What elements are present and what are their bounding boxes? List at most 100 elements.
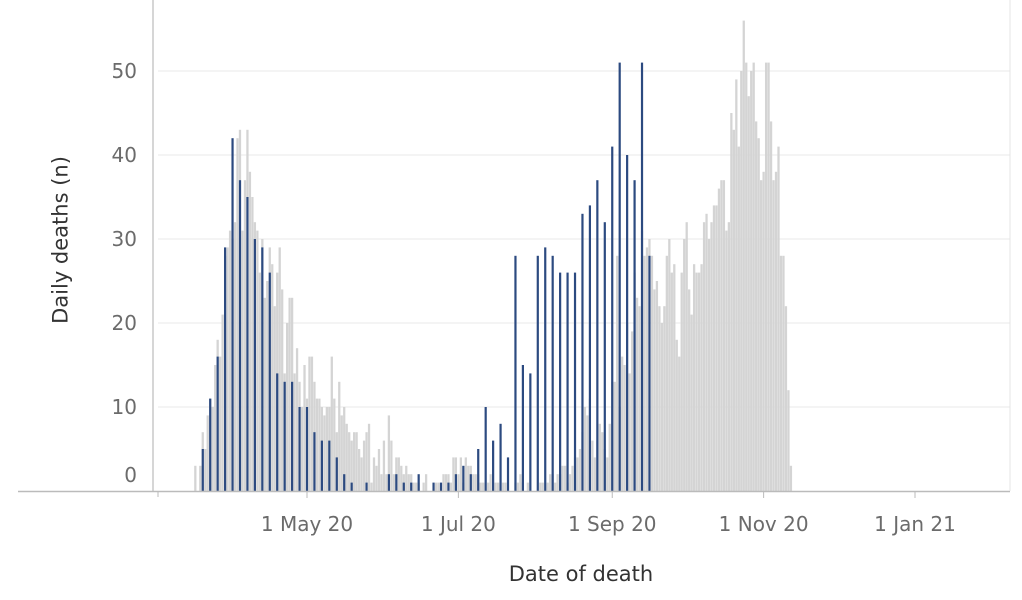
weekly-marker-bar bbox=[588, 205, 592, 491]
daily-bar bbox=[752, 62, 755, 491]
weekly-marker-bar bbox=[521, 365, 524, 491]
weekly-marker-bar bbox=[626, 155, 629, 491]
weekly-marker-bar bbox=[276, 373, 279, 491]
daily-bar bbox=[472, 474, 475, 491]
daily-bar bbox=[653, 289, 656, 491]
daily-bar bbox=[591, 440, 594, 491]
daily-bar bbox=[750, 71, 753, 491]
daily-bar bbox=[526, 482, 529, 491]
daily-bar bbox=[407, 474, 410, 491]
daily-bar bbox=[362, 440, 366, 491]
daily-bar bbox=[568, 474, 572, 491]
weekly-marker-bar bbox=[603, 222, 606, 491]
weekly-marker-bar bbox=[447, 482, 450, 491]
daily-bar bbox=[464, 457, 467, 491]
daily-bar bbox=[248, 171, 252, 492]
daily-bar bbox=[593, 457, 597, 491]
daily-bar bbox=[774, 171, 778, 492]
daily-bar bbox=[288, 297, 291, 491]
daily-bar bbox=[730, 113, 733, 491]
weekly-marker-bar bbox=[566, 272, 569, 491]
weekly-marker-bar bbox=[618, 62, 621, 491]
daily-bar bbox=[355, 432, 358, 491]
y-tick-label: 20 bbox=[112, 311, 137, 335]
daily-bar bbox=[685, 222, 688, 491]
daily-bar bbox=[720, 180, 723, 491]
weekly-marker-bar bbox=[514, 255, 517, 491]
daily-bar bbox=[549, 474, 552, 491]
daily-bar bbox=[576, 457, 579, 491]
daily-bar bbox=[638, 306, 641, 491]
weekly-marker-bar bbox=[484, 407, 487, 491]
weekly-marker-bar bbox=[261, 247, 264, 491]
daily-bar bbox=[263, 297, 266, 491]
daily-bar bbox=[675, 339, 678, 491]
daily-bar bbox=[764, 62, 768, 491]
weekly-marker-bar bbox=[506, 457, 510, 491]
daily-bar bbox=[757, 138, 760, 491]
y-tick-label: 50 bbox=[112, 59, 137, 83]
daily-bar bbox=[586, 415, 589, 491]
daily-bar bbox=[452, 457, 455, 491]
weekly-marker-bar bbox=[573, 272, 577, 491]
gridlines bbox=[158, 70, 1010, 408]
daily-bar bbox=[318, 398, 321, 491]
daily-bar bbox=[444, 474, 448, 491]
daily-bar bbox=[206, 415, 209, 491]
daily-bar bbox=[303, 365, 306, 491]
weekly-markers bbox=[201, 62, 651, 492]
daily-bar bbox=[665, 255, 668, 491]
daily-bar bbox=[769, 121, 773, 492]
daily-bar bbox=[415, 482, 418, 491]
daily-bar bbox=[194, 465, 197, 491]
weekly-marker-bar bbox=[559, 272, 562, 491]
daily-bar bbox=[779, 255, 783, 491]
daily-bar bbox=[606, 457, 609, 491]
daily-bar bbox=[392, 474, 395, 491]
daily-bar bbox=[325, 407, 328, 491]
weekly-marker-bar bbox=[283, 381, 286, 491]
daily-bar bbox=[554, 482, 557, 491]
weekly-marker-bar bbox=[365, 482, 368, 491]
daily-bar bbox=[251, 197, 254, 491]
weekly-marker-bar bbox=[596, 180, 599, 491]
daily-bar bbox=[777, 146, 780, 491]
daily-bar bbox=[784, 306, 788, 491]
daily-bar bbox=[315, 398, 319, 491]
daily-bar bbox=[281, 289, 284, 491]
daily-bar bbox=[789, 465, 793, 491]
weekly-marker-bar bbox=[209, 398, 212, 491]
daily-bar bbox=[226, 247, 229, 491]
daily-bar bbox=[345, 423, 348, 491]
daily-bar bbox=[722, 180, 726, 491]
daily-bar bbox=[760, 180, 763, 491]
daily-bar bbox=[516, 482, 520, 491]
daily-bar bbox=[457, 474, 460, 491]
x-tick-label: 1 Jul 20 bbox=[421, 512, 496, 536]
weekly-marker-bar bbox=[611, 146, 614, 491]
daily-bar bbox=[737, 146, 740, 491]
daily-bar bbox=[199, 465, 202, 491]
daily-bar bbox=[422, 482, 425, 491]
y-tick-label: 30 bbox=[112, 227, 137, 251]
daily-bar bbox=[442, 474, 445, 491]
daily-bar bbox=[214, 365, 217, 491]
daily-bar bbox=[459, 457, 462, 491]
daily-bar bbox=[487, 482, 490, 491]
weekly-marker-bar bbox=[499, 423, 502, 491]
daily-bar bbox=[747, 96, 750, 491]
daily-bar bbox=[705, 213, 708, 492]
weekly-marker-bar bbox=[395, 474, 398, 491]
daily-bar bbox=[601, 432, 604, 491]
daily-bar bbox=[621, 356, 624, 491]
daily-bar bbox=[489, 474, 492, 491]
daily-bar bbox=[221, 314, 224, 491]
daily-bar bbox=[233, 222, 237, 491]
daily-bar bbox=[643, 255, 646, 491]
daily-bar bbox=[372, 457, 376, 491]
daily-bar bbox=[437, 482, 440, 491]
weekly-marker-bar bbox=[387, 474, 390, 491]
daily-bar bbox=[387, 415, 391, 491]
